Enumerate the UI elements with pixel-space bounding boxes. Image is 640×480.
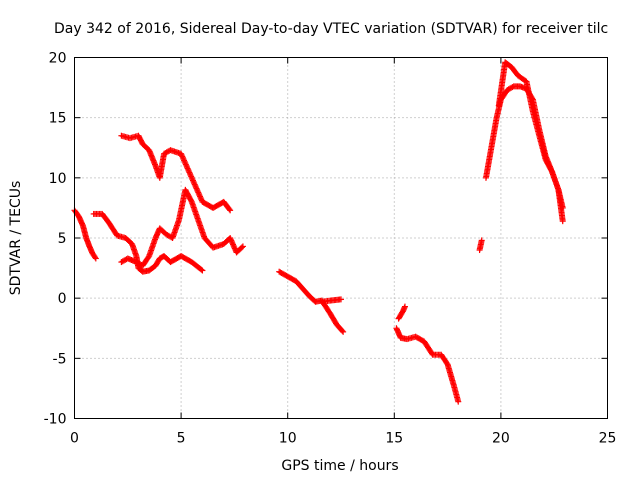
y-tick-label: -10: [44, 412, 67, 428]
data-point: [239, 243, 246, 250]
y-tick-label: 15: [49, 111, 67, 127]
data-points: [71, 59, 566, 405]
data-point: [338, 296, 344, 303]
x-tick-label: 20: [492, 431, 510, 447]
data-point: [80, 222, 89, 240]
data-point: [438, 351, 450, 367]
data-point: [504, 84, 516, 93]
data-point: [559, 218, 566, 225]
data-point: [92, 255, 99, 262]
data-point: [318, 297, 332, 305]
data-point: [210, 241, 226, 251]
data-point: [478, 237, 485, 244]
x-tick-label: 0: [70, 431, 79, 447]
x-tick-label: 5: [177, 431, 186, 447]
data-point: [559, 204, 566, 211]
data-point: [135, 132, 146, 146]
data-point: [284, 273, 299, 284]
axis-ticks: 0 5 10 15 20 25 -10 -5 0 5 10 15 20: [44, 51, 617, 447]
series-arc-10: [482, 83, 566, 225]
data-point: [536, 132, 549, 162]
data-point: [555, 186, 566, 210]
data-point: [276, 268, 290, 279]
data-point: [129, 241, 139, 258]
data-point: [178, 253, 194, 265]
series-arc-5: [276, 268, 347, 335]
data-point: [188, 174, 205, 204]
data-point: [401, 303, 408, 310]
data-point: [482, 152, 493, 181]
y-axis-label: SDTVAR / TECUs: [8, 181, 24, 296]
data-point: [169, 218, 182, 241]
series-arc-3: [118, 132, 234, 214]
y-tick-label: 0: [58, 291, 67, 307]
data-point: [139, 254, 152, 269]
data-point: [327, 296, 343, 304]
data-point: [105, 219, 120, 238]
data-point: [476, 238, 485, 254]
y-tick-label: 5: [58, 231, 67, 247]
grid-lines: [74, 57, 608, 419]
x-tick-label: 25: [599, 431, 617, 447]
data-point: [487, 116, 500, 157]
data-point: [199, 267, 206, 274]
data-point: [333, 321, 346, 334]
data-point: [167, 147, 183, 157]
data-point: [421, 338, 435, 357]
data-point: [146, 236, 159, 260]
data-point: [444, 361, 457, 388]
data-point: [118, 132, 132, 141]
data-point: [156, 225, 169, 237]
data-point: [210, 199, 226, 211]
series-arc-9: [476, 237, 485, 254]
data-point: [71, 207, 81, 219]
data-point: [227, 207, 234, 214]
data-point: [450, 383, 461, 404]
data-point: [99, 210, 111, 225]
data-point: [549, 168, 561, 192]
data-point: [178, 150, 195, 180]
x-tick-label: 15: [385, 431, 403, 447]
series-arc-7: [395, 303, 408, 322]
data-point: [455, 398, 462, 405]
data-point: [152, 256, 163, 269]
y-tick-label: 20: [49, 51, 67, 67]
data-point: [523, 78, 536, 114]
x-tick-label: 10: [279, 431, 297, 447]
data-point: [126, 133, 141, 142]
data-point: [199, 198, 215, 211]
data-point: [175, 188, 189, 223]
data-point: [156, 152, 167, 181]
data-point: [340, 328, 347, 335]
data-point: [133, 259, 145, 268]
y-tick-label: 10: [49, 171, 67, 187]
y-tick-label: -5: [53, 351, 67, 367]
series-arc-11: [495, 59, 566, 211]
data-point: [495, 60, 508, 109]
series-arc-4: [118, 186, 246, 269]
chart-title: Day 342 of 2016, Sidereal Day-to-day VTE…: [54, 21, 608, 37]
series-arc-1: [71, 207, 99, 262]
data-point: [188, 198, 201, 222]
series-arc-2: [90, 210, 206, 275]
x-axis-label: GPS time / hours: [281, 458, 398, 474]
data-point: [220, 198, 233, 213]
data-point: [182, 186, 195, 204]
data-point: [542, 156, 555, 174]
data-point: [75, 213, 86, 228]
series-arc-6: [318, 296, 344, 305]
series-arc-8: [393, 325, 462, 405]
